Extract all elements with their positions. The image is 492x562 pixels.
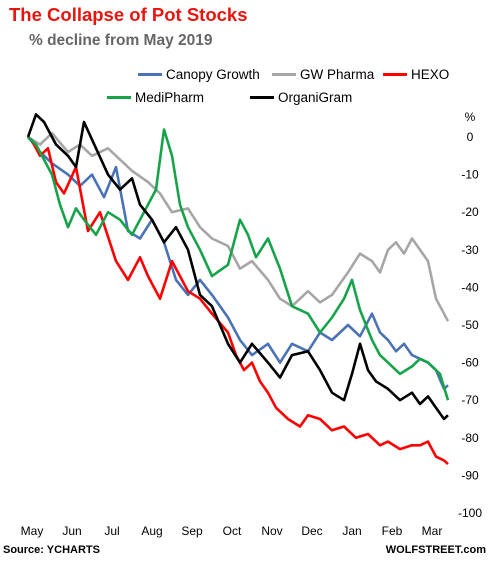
x-tick-label: Jun — [62, 524, 81, 538]
x-tick-label: Nov — [261, 524, 282, 538]
x-tick-label: Mar — [422, 524, 443, 538]
series-lines — [26, 113, 450, 466]
series-line-gw-pharma — [27, 131, 450, 322]
source-note: Source: YCHARTS — [3, 544, 100, 556]
legend-label: MediPharm — [135, 90, 205, 105]
y-tick-label: -80 — [461, 431, 479, 445]
x-tick-label: Jul — [104, 524, 119, 538]
legend-label: Canopy Growth — [166, 67, 260, 82]
y-tick-label: -10 — [461, 168, 479, 182]
legend-label: GW Pharma — [300, 67, 375, 82]
x-tick-label: Feb — [382, 524, 403, 538]
x-tick-label: May — [21, 524, 44, 538]
y-tick-label: -40 — [461, 280, 479, 294]
legend-item: GW Pharma — [272, 67, 374, 82]
series-line-medipharm — [27, 128, 450, 401]
legend-item: OrganiGram — [250, 90, 352, 105]
x-tick-label: Dec — [301, 524, 322, 538]
legend-label: OrganiGram — [278, 90, 353, 105]
x-tick-label: Jan — [342, 524, 361, 538]
legend-item: Canopy Growth — [138, 67, 260, 82]
y-tick-label: 0 — [467, 130, 474, 144]
series-line-organigram — [26, 113, 449, 421]
y-tick-label: -90 — [461, 468, 479, 482]
x-tick-label: Sep — [181, 524, 203, 538]
legend-swatch — [250, 96, 274, 99]
x-axis: May Jun Jul Aug Sep Oct Nov Dec Jan Feb Mar — [21, 524, 443, 538]
legend-swatch — [272, 73, 296, 76]
y-tick-label: -100 — [458, 506, 482, 520]
series-line-canopy-growth — [26, 136, 449, 391]
y-unit-label: % — [465, 110, 476, 124]
series-line-hexo — [27, 136, 449, 466]
y-tick-label: -60 — [461, 356, 479, 370]
y-tick-label: -20 — [461, 205, 479, 219]
legend-item: MediPharm — [107, 90, 204, 105]
chart-title: The Collapse of Pot Stocks — [9, 4, 248, 25]
y-axis: 0 -10 -20 -30 -40 -50 -60 -70 -80 -90 -100 — [458, 130, 482, 520]
x-tick-label: Aug — [141, 524, 162, 538]
legend-swatch — [107, 96, 131, 99]
y-tick-label: -70 — [461, 393, 479, 407]
x-tick-label: Oct — [223, 524, 242, 538]
legend-item: HEXO — [383, 67, 449, 82]
legend-swatch — [383, 73, 407, 76]
legend-label: HEXO — [411, 67, 450, 82]
y-tick-label: -30 — [461, 243, 479, 257]
y-tick-label: -50 — [461, 318, 479, 332]
chart-subtitle: % decline from May 2019 — [29, 32, 213, 49]
legend-swatch — [138, 73, 162, 76]
site-credit: WOLFSTREET.com — [385, 544, 486, 556]
